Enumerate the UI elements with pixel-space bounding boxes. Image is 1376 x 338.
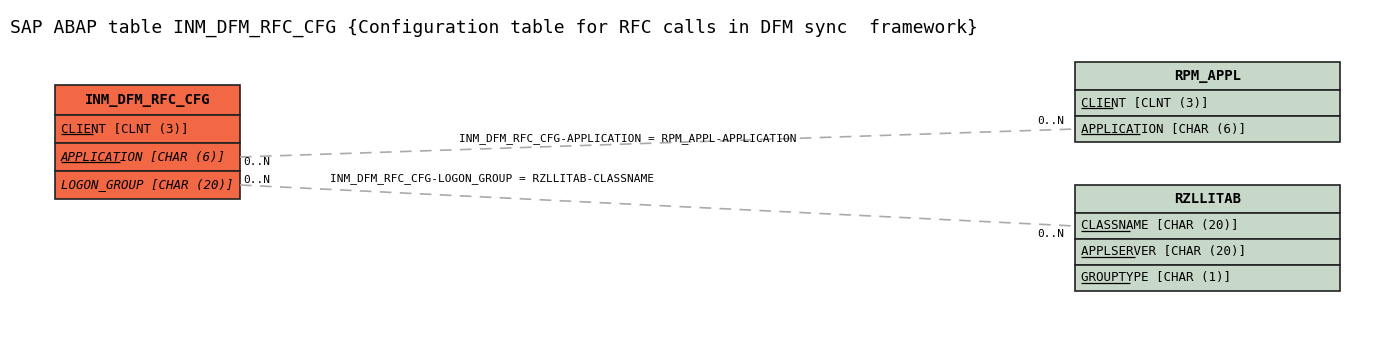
Text: SAP ABAP table INM_DFM_RFC_CFG {Configuration table for RFC calls in DFM sync  f: SAP ABAP table INM_DFM_RFC_CFG {Configur… [10,19,978,37]
Text: LOGON_GROUP [CHAR (20)]: LOGON_GROUP [CHAR (20)] [61,178,234,192]
Text: APPLICATION [CHAR (6)]: APPLICATION [CHAR (6)] [61,150,226,164]
Bar [55,85,239,115]
Text: APPLICATION [CHAR (6)]: APPLICATION [CHAR (6)] [1082,122,1247,136]
Text: CLASSNAME [CHAR (20)]: CLASSNAME [CHAR (20)] [1082,219,1238,233]
Text: RZLLITAB: RZLLITAB [1174,192,1241,206]
Bar [1075,62,1340,90]
Text: INM_DFM_RFC_CFG-LOGON_GROUP = RZLLITAB-CLASSNAME: INM_DFM_RFC_CFG-LOGON_GROUP = RZLLITAB-C… [330,173,654,185]
Bar [1075,265,1340,291]
Bar [1075,90,1340,116]
Bar [55,171,239,199]
Text: CLIENT [CLNT (3)]: CLIENT [CLNT (3)] [61,122,189,136]
Text: INM_DFM_RFC_CFG-APPLICATION = RPM_APPL-APPLICATION: INM_DFM_RFC_CFG-APPLICATION = RPM_APPL-A… [458,134,797,144]
Text: GROUPTYPE [CHAR (1)]: GROUPTYPE [CHAR (1)] [1082,271,1232,285]
Bar [1075,116,1340,142]
Text: 0..N: 0..N [1038,116,1064,126]
Bar [1075,213,1340,239]
Bar [1075,239,1340,265]
Bar [55,115,239,143]
Text: RPM_APPL: RPM_APPL [1174,69,1241,83]
Text: 0..N: 0..N [244,157,270,167]
Text: CLIENT [CLNT (3)]: CLIENT [CLNT (3)] [1082,97,1208,110]
Text: INM_DFM_RFC_CFG: INM_DFM_RFC_CFG [85,93,211,107]
Text: 0..N: 0..N [244,175,270,185]
Bar [1075,185,1340,213]
Bar [55,143,239,171]
Text: 0..N: 0..N [1038,229,1064,239]
Text: APPLSERVER [CHAR (20)]: APPLSERVER [CHAR (20)] [1082,245,1247,259]
